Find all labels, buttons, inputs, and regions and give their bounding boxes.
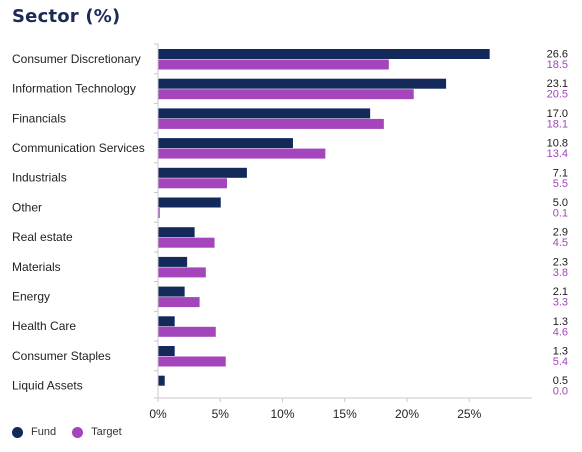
value-label-fund-health-care: 1.3 <box>553 316 568 328</box>
value-label-target-information-technology: 20.5 <box>547 89 568 101</box>
bar-target-information-technology <box>158 89 414 100</box>
value-label-fund-liquid-assets: 0.5 <box>553 375 568 387</box>
bar-target-materials <box>158 267 206 278</box>
x-tick-label-25: 25% <box>457 407 481 421</box>
legend-swatch-target <box>72 426 84 438</box>
category-label-consumer-staples: Consumer Staples <box>12 349 111 363</box>
value-label-fund-materials: 2.3 <box>553 256 568 268</box>
value-label-target-energy: 3.3 <box>553 297 568 309</box>
bar-target-communication-services <box>158 148 326 159</box>
value-label-target-consumer-staples: 5.4 <box>553 356 568 368</box>
value-label-fund-information-technology: 23.1 <box>547 78 568 90</box>
x-tick-label-10: 10% <box>270 407 294 421</box>
value-label-target-other: 0.1 <box>553 208 568 220</box>
x-tick-labels: 0% 5% 10% 15% 20% 25% <box>149 407 481 421</box>
value-labels: 26.618.5 23.120.5 17.018.1 10.813.4 7.15.5 5.… <box>547 49 568 398</box>
x-tick-label-5: 5% <box>212 407 230 421</box>
chart-axes <box>154 43 532 402</box>
bar-fund-materials <box>158 256 188 267</box>
bar-target-energy <box>158 297 200 308</box>
bar-target-financials <box>158 118 384 129</box>
category-label-energy: Energy <box>12 289 50 303</box>
value-label-target-industrials: 5.5 <box>553 178 568 190</box>
value-label-fund-consumer-staples: 1.3 <box>553 346 568 358</box>
bar-target-industrials <box>158 178 227 189</box>
value-label-target-financials: 18.1 <box>547 118 568 130</box>
value-label-target-liquid-assets: 0.0 <box>553 386 568 398</box>
bar-fund-financials <box>158 108 371 119</box>
value-label-fund-communication-services: 10.8 <box>547 138 568 150</box>
bar-fund-liquid-assets <box>158 375 165 386</box>
legend-label-fund: Fund <box>31 426 57 438</box>
bar-fund-consumer-discretionary <box>158 49 490 59</box>
category-label-information-technology: Information Technology <box>12 82 136 96</box>
value-label-fund-financials: 17.0 <box>547 108 568 120</box>
bar-fund-industrials <box>158 167 247 178</box>
value-label-target-communication-services: 13.4 <box>547 148 568 160</box>
bar-target-health-care <box>158 326 216 337</box>
value-label-fund-other: 5.0 <box>553 197 568 209</box>
value-label-target-consumer-discretionary: 18.5 <box>547 59 568 71</box>
value-label-fund-energy: 2.1 <box>553 286 568 298</box>
x-tick-label-20: 20% <box>395 407 419 421</box>
value-label-target-real-estate: 4.5 <box>553 237 568 249</box>
bar-fund-other <box>158 197 221 208</box>
category-label-consumer-discretionary: Consumer Discretionary <box>12 52 141 66</box>
category-label-communication-services: Communication Services <box>12 141 145 155</box>
category-label-other: Other <box>12 200 42 214</box>
x-tick-label-0: 0% <box>149 407 167 421</box>
value-label-fund-industrials: 7.1 <box>553 167 568 179</box>
category-label-industrials: Industrials <box>12 171 67 185</box>
value-label-target-materials: 3.8 <box>553 267 568 279</box>
legend-item-fund[interactable]: Fund <box>12 426 56 438</box>
legend-item-target[interactable]: Target <box>72 426 122 438</box>
bar-fund-real-estate <box>158 227 195 238</box>
bar-fund-information-technology <box>158 78 447 89</box>
category-label-materials: Materials <box>12 260 61 274</box>
chart-legend: Fund Target <box>12 426 138 438</box>
value-label-target-health-care: 4.6 <box>553 326 568 338</box>
chart-bars <box>158 49 490 386</box>
bar-target-consumer-discretionary <box>158 59 389 70</box>
bar-fund-health-care <box>158 316 175 327</box>
category-label-financials: Financials <box>12 111 66 125</box>
bar-target-consumer-staples <box>158 356 226 367</box>
bar-fund-communication-services <box>158 138 293 149</box>
legend-swatch-fund <box>12 426 23 438</box>
x-tick-label-15: 15% <box>333 407 357 421</box>
category-label-real-estate: Real estate <box>12 230 73 244</box>
value-label-fund-consumer-discretionary: 26.6 <box>547 49 568 61</box>
category-label-health-care: Health Care <box>12 319 76 333</box>
bar-fund-consumer-staples <box>158 346 175 356</box>
category-label-liquid-assets: Liquid Assets <box>12 379 83 393</box>
bar-fund-energy <box>158 286 185 297</box>
bar-target-other <box>158 208 160 218</box>
chart-title: Sector (%) <box>12 6 121 27</box>
legend-label-target: Target <box>91 426 122 438</box>
bar-target-real-estate <box>158 237 215 248</box>
category-labels: Consumer Discretionary Information Techno… <box>12 52 145 393</box>
value-label-fund-real-estate: 2.9 <box>553 227 568 239</box>
